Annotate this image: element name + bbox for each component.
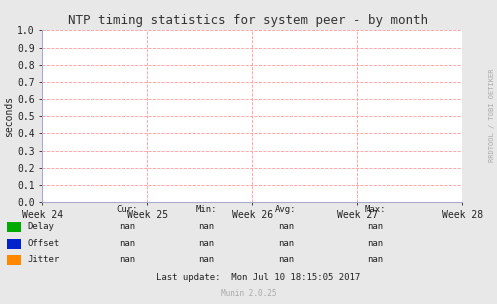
Text: Cur:: Cur: <box>116 205 138 214</box>
Text: Last update:  Mon Jul 10 18:15:05 2017: Last update: Mon Jul 10 18:15:05 2017 <box>157 273 360 282</box>
Text: nan: nan <box>367 255 383 264</box>
Text: nan: nan <box>119 222 135 231</box>
Text: nan: nan <box>198 255 214 264</box>
Text: Munin 2.0.25: Munin 2.0.25 <box>221 289 276 298</box>
Text: Avg:: Avg: <box>275 205 297 214</box>
Text: nan: nan <box>278 255 294 264</box>
Text: Delay: Delay <box>27 222 54 231</box>
Y-axis label: seconds: seconds <box>4 96 14 137</box>
Text: nan: nan <box>367 239 383 248</box>
Text: nan: nan <box>119 255 135 264</box>
Text: Jitter: Jitter <box>27 255 60 264</box>
Text: NTP timing statistics for system peer - by month: NTP timing statistics for system peer - … <box>69 14 428 27</box>
Text: Max:: Max: <box>364 205 386 214</box>
Text: nan: nan <box>278 222 294 231</box>
Text: Min:: Min: <box>195 205 217 214</box>
Text: RRDTOOL / TOBI OETIKER: RRDTOOL / TOBI OETIKER <box>489 69 495 162</box>
Text: nan: nan <box>278 239 294 248</box>
Text: nan: nan <box>198 239 214 248</box>
Text: Offset: Offset <box>27 239 60 248</box>
Text: nan: nan <box>119 239 135 248</box>
Text: nan: nan <box>367 222 383 231</box>
Text: nan: nan <box>198 222 214 231</box>
